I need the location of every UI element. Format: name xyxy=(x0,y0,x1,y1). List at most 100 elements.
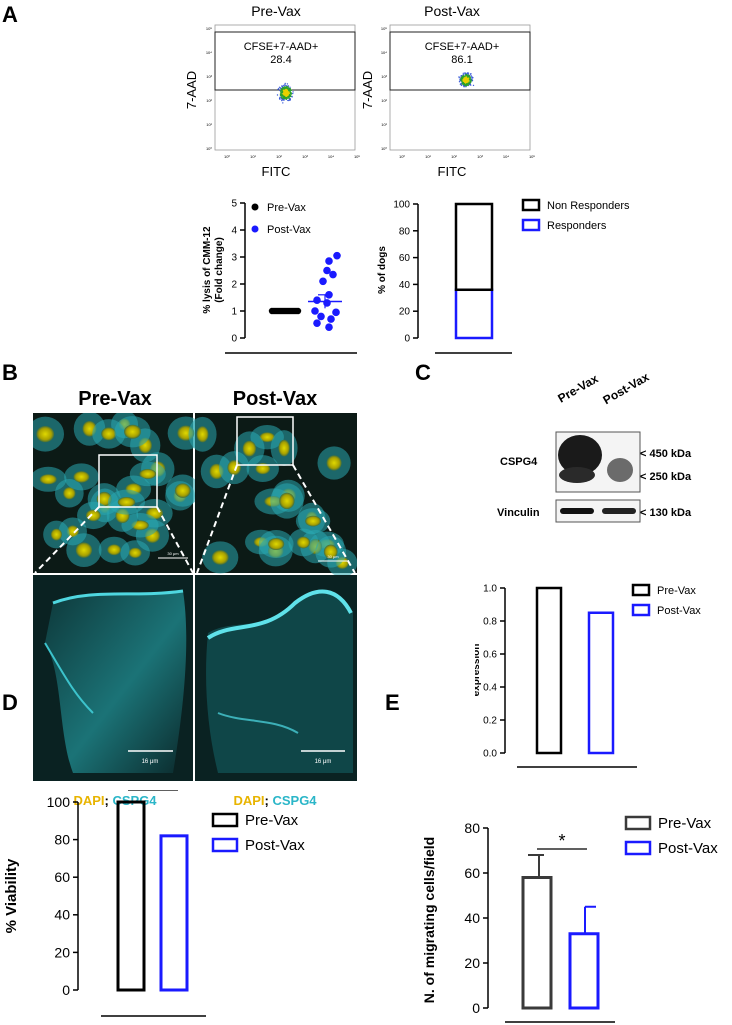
flow-event-dot xyxy=(279,98,281,100)
a-scatter-point-pre xyxy=(294,307,302,315)
flow-event-dot xyxy=(282,87,284,90)
blot-vinculin-label: Vinculin xyxy=(497,507,540,519)
cell-nucleus xyxy=(242,440,257,457)
flow-pre-xtick: 10² xyxy=(276,154,282,159)
flow-event-dot xyxy=(467,73,469,75)
flow-event-dot xyxy=(459,79,461,81)
d-bar-y-tick-label: 20 xyxy=(54,944,70,960)
d-bar-y-tick-label: 100 xyxy=(47,794,71,810)
flow-event-dot xyxy=(465,76,467,78)
panel-letter-d: D xyxy=(2,690,18,715)
flow-event-dot xyxy=(283,98,285,101)
flow-event-dot xyxy=(284,94,287,97)
a-scatter-point-post xyxy=(323,299,331,307)
cell-nucleus xyxy=(139,469,157,479)
flow-event-dot xyxy=(287,92,289,95)
cell-nucleus xyxy=(117,497,136,508)
flow-event-dot xyxy=(289,90,291,93)
cell-nucleus xyxy=(107,544,121,556)
flow-pre-ytick: 10¹ xyxy=(206,122,212,127)
a-scatter-legend-label: Pre-Vax xyxy=(267,202,306,214)
flow-pre-events xyxy=(276,82,294,104)
flow-event-dot xyxy=(463,78,465,80)
flow-event-dot xyxy=(287,85,290,87)
flow-post-gate-label: CFSE+7-AAD+ xyxy=(425,41,500,53)
a-scatter-y-tick-label: 2 xyxy=(231,280,237,291)
blot-cspg4-label: CSPG4 xyxy=(500,456,538,468)
flow-event-dot xyxy=(281,99,283,101)
flow-event-dot xyxy=(284,82,286,85)
micro-post-zoom-scale-label: 16 μm xyxy=(315,759,332,765)
flow-post-xtick: 10⁵ xyxy=(529,154,535,159)
flow-plot-pre: Pre-Vax CFSE+7-AAD+ 28.4 FITC 7-AAD xyxy=(184,3,356,179)
flow-event-dot xyxy=(289,95,292,97)
a-scatter-point-post xyxy=(333,251,341,260)
d-bar-ylabel: % Viability xyxy=(3,858,20,933)
a-scatter-point-post xyxy=(323,266,331,275)
c-bar-y-tick-label: 0.2 xyxy=(483,716,497,727)
a-scatter-y-tick-label: 5 xyxy=(231,199,237,210)
a-scatter-ylabel-line: (Fold change) xyxy=(214,237,225,303)
a-scatter-point-post xyxy=(317,312,325,321)
c-bar-pre xyxy=(535,586,563,755)
blot-vinculin-band-post xyxy=(602,508,636,514)
flow-event-dot xyxy=(278,86,281,89)
micro-post-connector-left xyxy=(196,464,238,574)
caption-dapi: DAPI xyxy=(73,793,105,808)
panel-letter-b: B xyxy=(2,360,18,385)
flow-pre-xtick: 10³ xyxy=(302,154,308,159)
c-bar-legend-swatch xyxy=(631,583,651,597)
micro-pre-connector-left xyxy=(34,506,100,574)
a-scatter-point-post xyxy=(327,315,335,323)
flow-event-dot xyxy=(283,84,286,86)
cell-nucleus xyxy=(128,547,142,559)
flow-post-xtick: 10³ xyxy=(477,154,483,159)
chart-a-stacked: 0 20 40 60 80 100 % of dogs Non Responders Respo… xyxy=(377,198,630,354)
flow-post-ytick: 10⁵ xyxy=(381,26,387,31)
a-scatter-legend-label: Post-Vax xyxy=(267,224,311,236)
flow-pre-gate-value: 28.4 xyxy=(270,54,291,66)
a-scatter-point-post xyxy=(311,307,319,315)
c-bar-legend-label: Pre-Vax xyxy=(657,585,696,597)
flow-event-dot xyxy=(461,80,463,82)
flow-event-dot xyxy=(281,91,283,94)
micro-pre-scale-label: 30 μm xyxy=(167,551,179,556)
cell-nucleus xyxy=(326,455,342,471)
flow-event-dot xyxy=(285,97,287,99)
flow-pre-title: Pre-Vax xyxy=(251,3,301,19)
a-scatter-ylabel-line: % lysis of CMM-12 xyxy=(202,226,213,314)
chart-d-bar: 0 20 40 60 80 100 % Viability **** Pre-Vax Post-V… xyxy=(3,790,305,1017)
flow-event-dot xyxy=(287,96,289,98)
flow-pre-ytick: 10⁴ xyxy=(206,50,212,55)
flow-event-dot xyxy=(286,87,288,90)
cell-nucleus xyxy=(268,538,285,551)
cell-nucleus xyxy=(296,536,311,549)
cell-nucleus xyxy=(39,474,57,485)
flow-post-gate xyxy=(389,31,531,91)
flow-event-dot xyxy=(460,82,462,85)
flow-event-dot xyxy=(470,75,472,77)
flow-event-dot xyxy=(288,97,290,99)
blot-vinculin-membrane xyxy=(555,499,641,523)
marker-450: < 450 kDa xyxy=(640,448,692,460)
flow-post-ytick: 10¹ xyxy=(381,122,387,127)
flow-event-dot xyxy=(278,88,280,90)
flow-event-dot xyxy=(288,92,290,94)
flow-event-dot xyxy=(286,97,288,100)
cell-nucleus xyxy=(50,528,62,541)
e-bar-y-tick-label: 0 xyxy=(472,1000,480,1016)
flow-event-dot xyxy=(467,84,469,86)
cell-nucleus xyxy=(101,427,117,441)
micro-pre-connector-right xyxy=(156,506,194,574)
micro-pre-title: Pre-Vax xyxy=(78,388,152,410)
flow-event-dot xyxy=(285,89,287,91)
flow-pre-ytick: 10² xyxy=(206,98,212,103)
flow-event-dot xyxy=(464,80,466,82)
flow-post-title: Post-Vax xyxy=(424,3,480,19)
cell-nucleus xyxy=(75,542,93,558)
a-scatter-point-post xyxy=(329,270,337,279)
flow-event-dot xyxy=(288,99,290,102)
c-bar-legend-label: Post-Vax xyxy=(657,605,701,617)
e-bar-legend-label: Post-Vax xyxy=(658,840,718,857)
flow-post-ytick: 10⁰ xyxy=(381,146,387,151)
